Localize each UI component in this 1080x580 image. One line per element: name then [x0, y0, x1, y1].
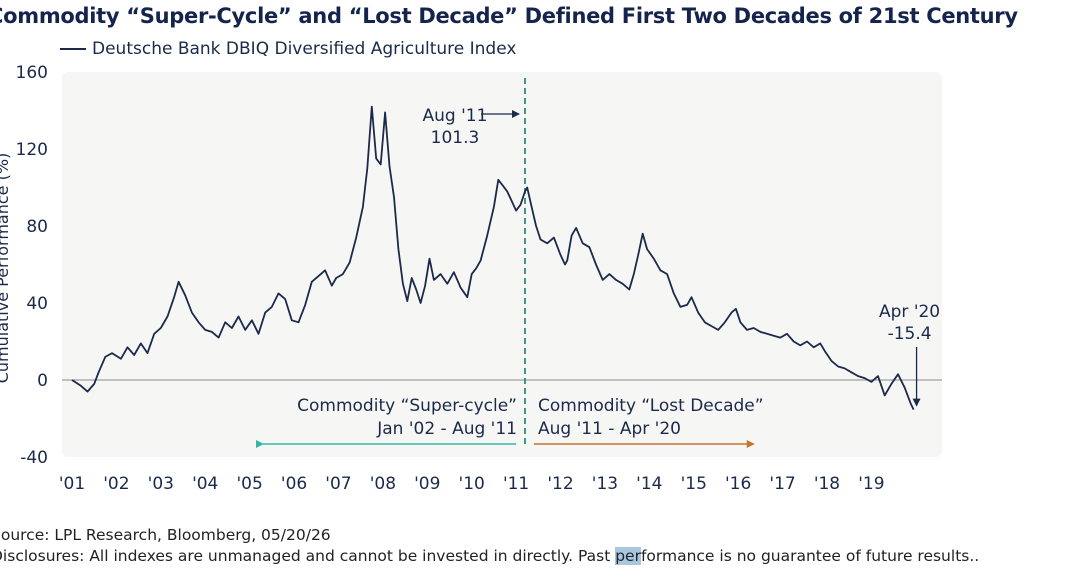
x-tick-label: '16 [725, 474, 751, 494]
x-tick-label: '05 [236, 474, 262, 494]
super-cycle-label: Commodity “Super-cycle” [297, 396, 517, 416]
y-tick-label: 160 [16, 63, 48, 83]
y-axis-label: Cumulative Performance (%) [0, 153, 12, 384]
lost-decade-dates: Aug '11 - Apr '20 [538, 419, 681, 439]
plot-area [62, 72, 942, 457]
chart-marks [62, 78, 942, 448]
legend-label: Deutsche Bank DBIQ Diversified Agricultu… [92, 39, 517, 59]
super-cycle-dates: Jan '02 - Aug '11 [376, 419, 517, 439]
x-tick-label: '17 [769, 474, 795, 494]
x-tick-label: '15 [681, 474, 707, 494]
peak-annotation-value: 101.3 [431, 128, 480, 148]
series-line-dbiq-agriculture [71, 105, 915, 410]
x-axis: '01 '02 '03 '04 '05 '06 '07 '08 '09 '10 '11 '12 '13 '… [59, 474, 885, 494]
y-axis: -40 0 40 80 120 160 [16, 63, 48, 468]
x-tick-label: '19 [858, 474, 884, 494]
x-tick-label: '02 [103, 474, 129, 494]
legend-swatch [60, 48, 86, 50]
x-tick-label: '08 [370, 474, 396, 494]
y-tick-label: 40 [26, 294, 48, 314]
x-tick-label: '03 [148, 474, 174, 494]
text-selection-highlight: per [615, 547, 641, 565]
x-tick-label: '10 [459, 474, 485, 494]
source-note: Source: LPL Research, Bloomberg, 05/20/2… [0, 526, 331, 544]
end-annotation-value: -15.4 [888, 324, 932, 344]
y-tick-label: 120 [16, 140, 48, 160]
y-tick-label: -40 [20, 448, 48, 468]
x-tick-label: '14 [636, 474, 662, 494]
x-tick-label: '01 [59, 474, 85, 494]
x-tick-label: '06 [281, 474, 307, 494]
x-tick-label: '11 [503, 474, 529, 494]
disclosure-text-end: formance is no guarantee of future resul… [640, 547, 980, 565]
x-tick-label: '18 [814, 474, 840, 494]
disclosure-text: Disclosures: All indexes are unmanaged a… [0, 547, 616, 565]
disclosure-note: Disclosures: All indexes are unmanaged a… [0, 547, 979, 565]
peak-annotation-label: Aug '11 [423, 106, 488, 126]
end-annotation-label: Apr '20 [879, 302, 940, 322]
y-tick-label: 0 [37, 371, 48, 391]
x-tick-label: '09 [414, 474, 440, 494]
legend: Deutsche Bank DBIQ Diversified Agricultu… [60, 39, 516, 59]
x-tick-label: '13 [592, 474, 618, 494]
x-tick-label: '07 [325, 474, 351, 494]
lost-decade-label: Commodity “Lost Decade” [538, 396, 764, 416]
y-tick-label: 80 [26, 217, 48, 237]
x-tick-label: '12 [547, 474, 573, 494]
chart-title: Commodity “Super-Cycle” and “Lost Decade… [0, 4, 1018, 28]
x-tick-label: '04 [192, 474, 218, 494]
